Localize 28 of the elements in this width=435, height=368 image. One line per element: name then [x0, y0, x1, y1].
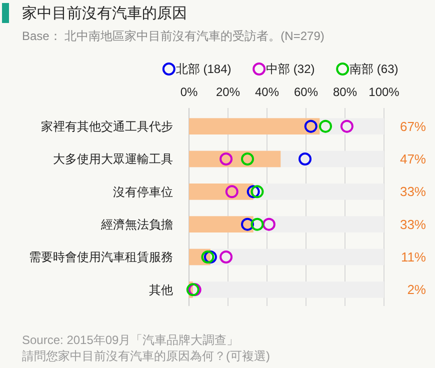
- data-label: 67%: [400, 118, 426, 134]
- x-tick-label: 40%: [254, 85, 280, 100]
- point: [319, 120, 332, 133]
- legend-label: 中部 (32): [266, 62, 315, 76]
- legend-label: 北部 (184): [176, 62, 232, 76]
- data-label: 33%: [400, 184, 426, 200]
- text: 請問您家中目前沒有汽車的原因為何？(可複選): [22, 349, 270, 363]
- y-tick-label: 家裡有其他交通工具代步: [41, 120, 173, 134]
- data-label: 11%: [400, 250, 426, 265]
- data-label: 2%: [407, 282, 426, 298]
- x-tick-label: 60%: [294, 85, 318, 100]
- x-tick-label: 0%: [180, 85, 198, 100]
- data-label: 33%: [400, 216, 426, 232]
- y-tick-label: 需要時會使用汽車租賃服務: [29, 250, 173, 264]
- legend-label: 南部 (63): [350, 62, 398, 76]
- chart-title: 家中目前沒有汽車的原因: [22, 5, 187, 22]
- y-tick-label: 大多使用大眾運輸工具: [53, 152, 173, 166]
- data-label: 47%: [400, 152, 426, 167]
- y-tick-label: 經濟無法負擔: [100, 218, 173, 232]
- y-tick-label: 沒有停車位: [113, 184, 173, 199]
- source-note: Source: 2015年09月「汽車品牌大調查」: [22, 333, 239, 347]
- point: [340, 120, 354, 133]
- point: [304, 120, 318, 133]
- chart-subtitle: Base： 北中南地區家中目前沒有汽車的受訪者。(N=279): [22, 29, 324, 43]
- x-tick-label: 80%: [332, 85, 358, 100]
- x-tick-label: 20%: [216, 85, 240, 100]
- x-tick-label: 100%: [368, 85, 400, 100]
- y-tick-label: 其他: [149, 282, 173, 297]
